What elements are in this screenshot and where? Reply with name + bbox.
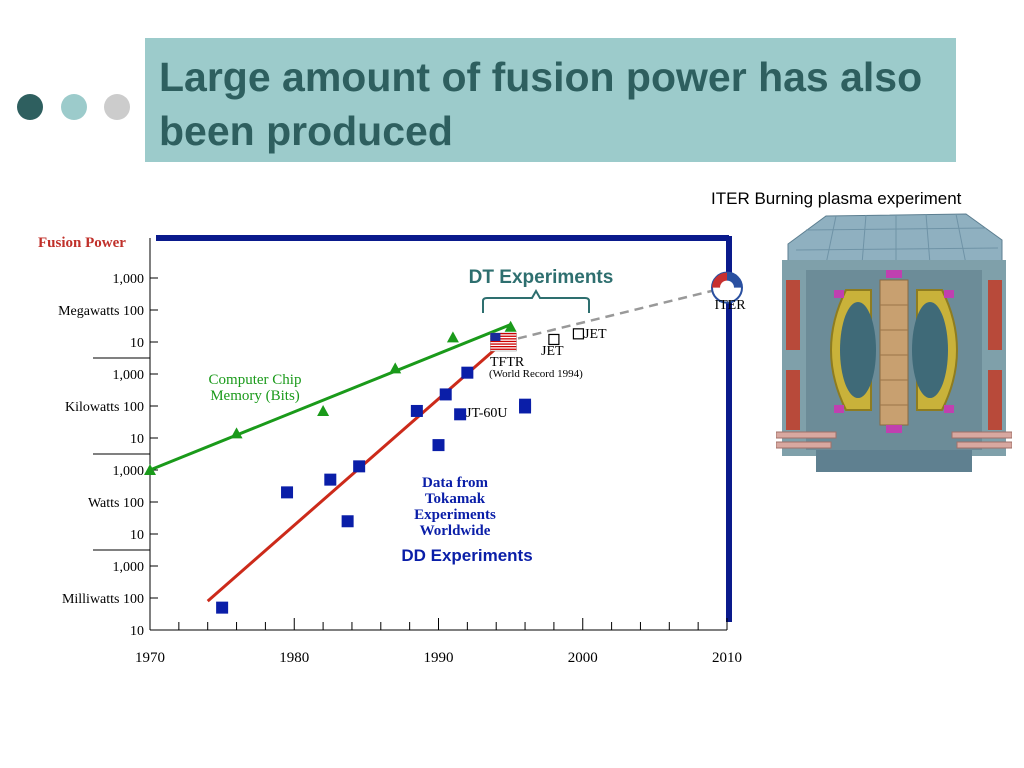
jet-label-1: JET xyxy=(541,344,564,359)
tftr-record-label: (World Record 1994) xyxy=(489,368,583,380)
x-tick-label: 1980 xyxy=(279,650,309,666)
jet-point xyxy=(548,333,560,346)
iter-projection-line xyxy=(503,289,713,344)
tokamak-point xyxy=(454,408,467,421)
tokamak-point xyxy=(519,398,532,411)
x-tick-label: 2000 xyxy=(568,650,598,666)
y-tick-label: 1,000 xyxy=(113,464,145,479)
y-tick-label: Kilowatts 100 xyxy=(65,400,144,415)
chart-labels: Fusion Power 10 Milliwatts 100 1,000 10 Watts… xyxy=(38,235,746,666)
flag-stripe xyxy=(490,346,517,348)
x-tick-label: 1990 xyxy=(424,650,454,666)
x-tick-label: 2010 xyxy=(712,650,742,666)
memory-point xyxy=(317,404,330,416)
chart-axes xyxy=(93,235,732,631)
tftr-flag xyxy=(490,332,517,352)
flag-stripe xyxy=(490,335,517,337)
y-tick-label: Milliwatts 100 xyxy=(62,592,144,607)
flag-stripe xyxy=(490,340,517,343)
y-tick-label: 1,000 xyxy=(113,368,145,383)
flag-stripe xyxy=(490,333,517,335)
dot-dark xyxy=(17,94,43,120)
dot-teal xyxy=(61,94,87,120)
dot-gray xyxy=(104,94,130,120)
tokamak-label-line1: Data from xyxy=(422,475,488,491)
iter-label: ITER xyxy=(714,298,746,313)
y-tick-label: 10 xyxy=(130,336,144,351)
fusion-power-chart: Fusion Power 10 Milliwatts 100 1,000 10 Watts… xyxy=(38,235,746,666)
iter-tokamak-cutaway-image xyxy=(776,213,1012,472)
iter-logo-center xyxy=(720,280,734,295)
jet-point xyxy=(572,328,585,340)
chart-marks xyxy=(144,271,743,614)
flag-stripe xyxy=(490,343,517,345)
plot-area xyxy=(150,236,727,630)
y-tick-label: 10 xyxy=(130,528,144,543)
y-tick-label: 10 xyxy=(130,432,144,447)
memory-point xyxy=(389,362,402,374)
title-box: Large amount of fusion power has also be… xyxy=(145,38,956,162)
memory-point xyxy=(446,331,459,343)
flag-stripe xyxy=(490,348,517,350)
chart-title: Fusion Power xyxy=(38,235,126,251)
tokamak-point xyxy=(439,388,452,401)
memory-trend-line xyxy=(149,323,512,472)
tftr-label: TFTR xyxy=(490,355,525,370)
tokamak-point xyxy=(281,486,294,499)
y-tick-label: 1,000 xyxy=(113,560,145,575)
memory-label-line2: Memory (Bits) xyxy=(210,388,300,404)
memory-point xyxy=(230,427,243,439)
dt-bracket xyxy=(482,288,590,313)
dt-experiments-label: DT Experiments xyxy=(469,267,614,288)
tokamak-label-line4: Worldwide xyxy=(420,523,491,539)
jet-label-2: JET xyxy=(584,327,607,342)
tokamak-point xyxy=(341,515,354,528)
memory-point xyxy=(144,464,156,475)
tokamak-label-line2: Tokamak xyxy=(425,491,486,507)
memory-label-line1: Computer Chip xyxy=(209,372,302,388)
tokamak-point xyxy=(410,404,423,417)
tokamak-point xyxy=(216,601,229,614)
tokamak-point xyxy=(324,473,337,486)
flag-canton xyxy=(490,333,501,341)
iter-logo xyxy=(711,271,743,304)
tokamak-point xyxy=(432,439,445,452)
y-tick-label: Megawatts 100 xyxy=(58,304,144,319)
flag-stripe xyxy=(490,338,517,340)
tokamak-point xyxy=(353,460,366,473)
x-tick-label: 1970 xyxy=(135,650,165,666)
jt60u-label: JT-60U xyxy=(466,406,508,421)
iter-caption: ITER Burning plasma experiment xyxy=(711,189,962,208)
dd-experiments-label: DD Experiments xyxy=(401,546,532,565)
y-tick-label: 1,000 xyxy=(113,272,145,287)
slide-title: Large amount of fusion power has also be… xyxy=(159,54,923,154)
y-tick-label: Watts 100 xyxy=(88,496,144,511)
memory-point xyxy=(504,320,517,332)
tokamak-point xyxy=(461,366,474,379)
y-tick-label: 10 xyxy=(130,624,144,639)
tokamak-label-line3: Experiments xyxy=(414,507,496,523)
